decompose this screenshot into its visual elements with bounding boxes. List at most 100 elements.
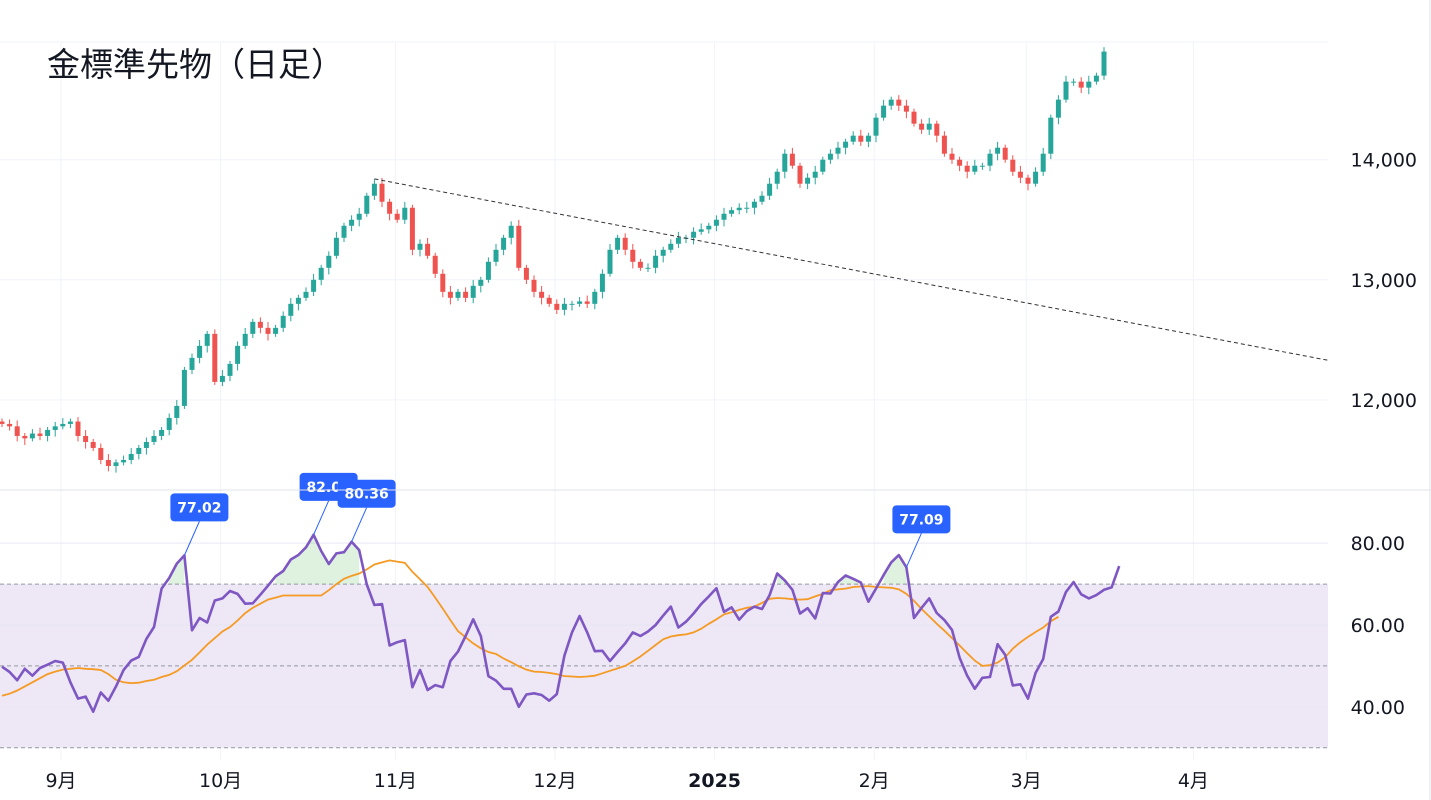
candle-body [1017,171,1023,178]
candle [554,299,560,315]
candle [972,159,978,175]
candle-body [941,135,947,154]
candle-body [425,243,431,256]
candle-body [371,183,377,196]
candle [789,147,795,169]
candle-body [979,165,985,167]
candle-body [75,421,81,436]
rsi-overbought-fill [883,555,907,585]
candle [295,294,301,311]
candle [782,149,788,179]
candle [569,300,575,311]
candle [751,198,757,215]
candle [995,141,1001,161]
candle [706,222,712,234]
trendline[interactable] [374,178,1329,361]
candle-body [394,213,400,220]
candle [204,330,210,353]
candle-body [1093,75,1099,82]
time-tick-label: 2月 [859,770,890,792]
rsi-line [1,533,1121,713]
candle-body [501,237,507,250]
candle-body [227,363,233,376]
candle [425,237,431,259]
trendline-layer[interactable] [374,178,1329,361]
candle [1071,78,1077,86]
candle-body [949,153,955,160]
candle-body [387,201,393,214]
candle [417,239,423,257]
candle [90,438,96,451]
callout-leader [313,500,330,536]
candle [235,341,241,371]
candle-body [561,303,567,310]
candle-body [1071,81,1077,83]
candle [683,234,689,244]
candle [805,173,811,190]
candle [447,285,453,305]
candle [29,429,35,442]
candle-body [972,165,978,172]
rsi-callout: 80.36 [337,479,396,542]
candle-body [698,229,704,232]
candle-body [1025,177,1031,184]
rsi-overbought-fill [275,534,360,585]
candle [1086,75,1092,95]
candle-body [896,99,902,106]
candle [75,417,81,442]
candle [523,264,529,285]
candle-body [151,435,157,442]
candle [409,204,415,256]
candle [333,231,339,259]
candle-body [675,237,681,244]
candle-body [987,153,993,166]
price-axis[interactable]: 12,000 13,000 14,000 [1351,150,1417,412]
grid-lines [0,41,1328,760]
candle [653,249,659,274]
candle [394,209,400,223]
candle [903,99,909,119]
candle [356,207,362,227]
candle [242,327,248,349]
candle-body [1010,159,1016,172]
candle-body [60,423,66,427]
candle [827,149,833,164]
candle-body [957,159,963,166]
candle-body [417,243,423,250]
candle [660,246,666,263]
price-tick-label: 13,000 [1351,270,1417,292]
candle-body [83,435,89,442]
callout-label: 80.36 [344,487,388,503]
candle-body [409,207,415,250]
time-tick-label: 2025 [688,770,741,792]
chart-title: 金標準先物（日足） [47,45,344,84]
candle-body [455,291,461,298]
candle [1063,75,1069,103]
price-tick-label: 14,000 [1351,150,1417,172]
candle-body [873,117,879,136]
candle [637,258,643,271]
candle-body [90,441,96,448]
candle [7,419,13,431]
candle [311,273,317,297]
time-axis[interactable]: 9月 10月 11月 12月 2025 2月 3月 4月 [45,770,1208,792]
candle-body [615,237,621,250]
candle-body [630,249,636,262]
candle-body [1055,99,1061,118]
candle [432,252,438,279]
candle [227,360,233,382]
candle-body [204,333,210,346]
rsi-axis[interactable]: 40.00 60.00 80.00 [1351,533,1405,719]
candle [1010,155,1016,176]
candle [919,119,925,134]
candle [843,138,849,155]
candle-body [820,159,826,172]
candle [98,443,104,465]
candle-body [493,249,499,262]
candle-body [0,421,5,424]
candle-body [1033,171,1039,184]
candle-body [356,213,362,220]
candle-body [926,123,932,130]
candle-body [341,225,347,238]
